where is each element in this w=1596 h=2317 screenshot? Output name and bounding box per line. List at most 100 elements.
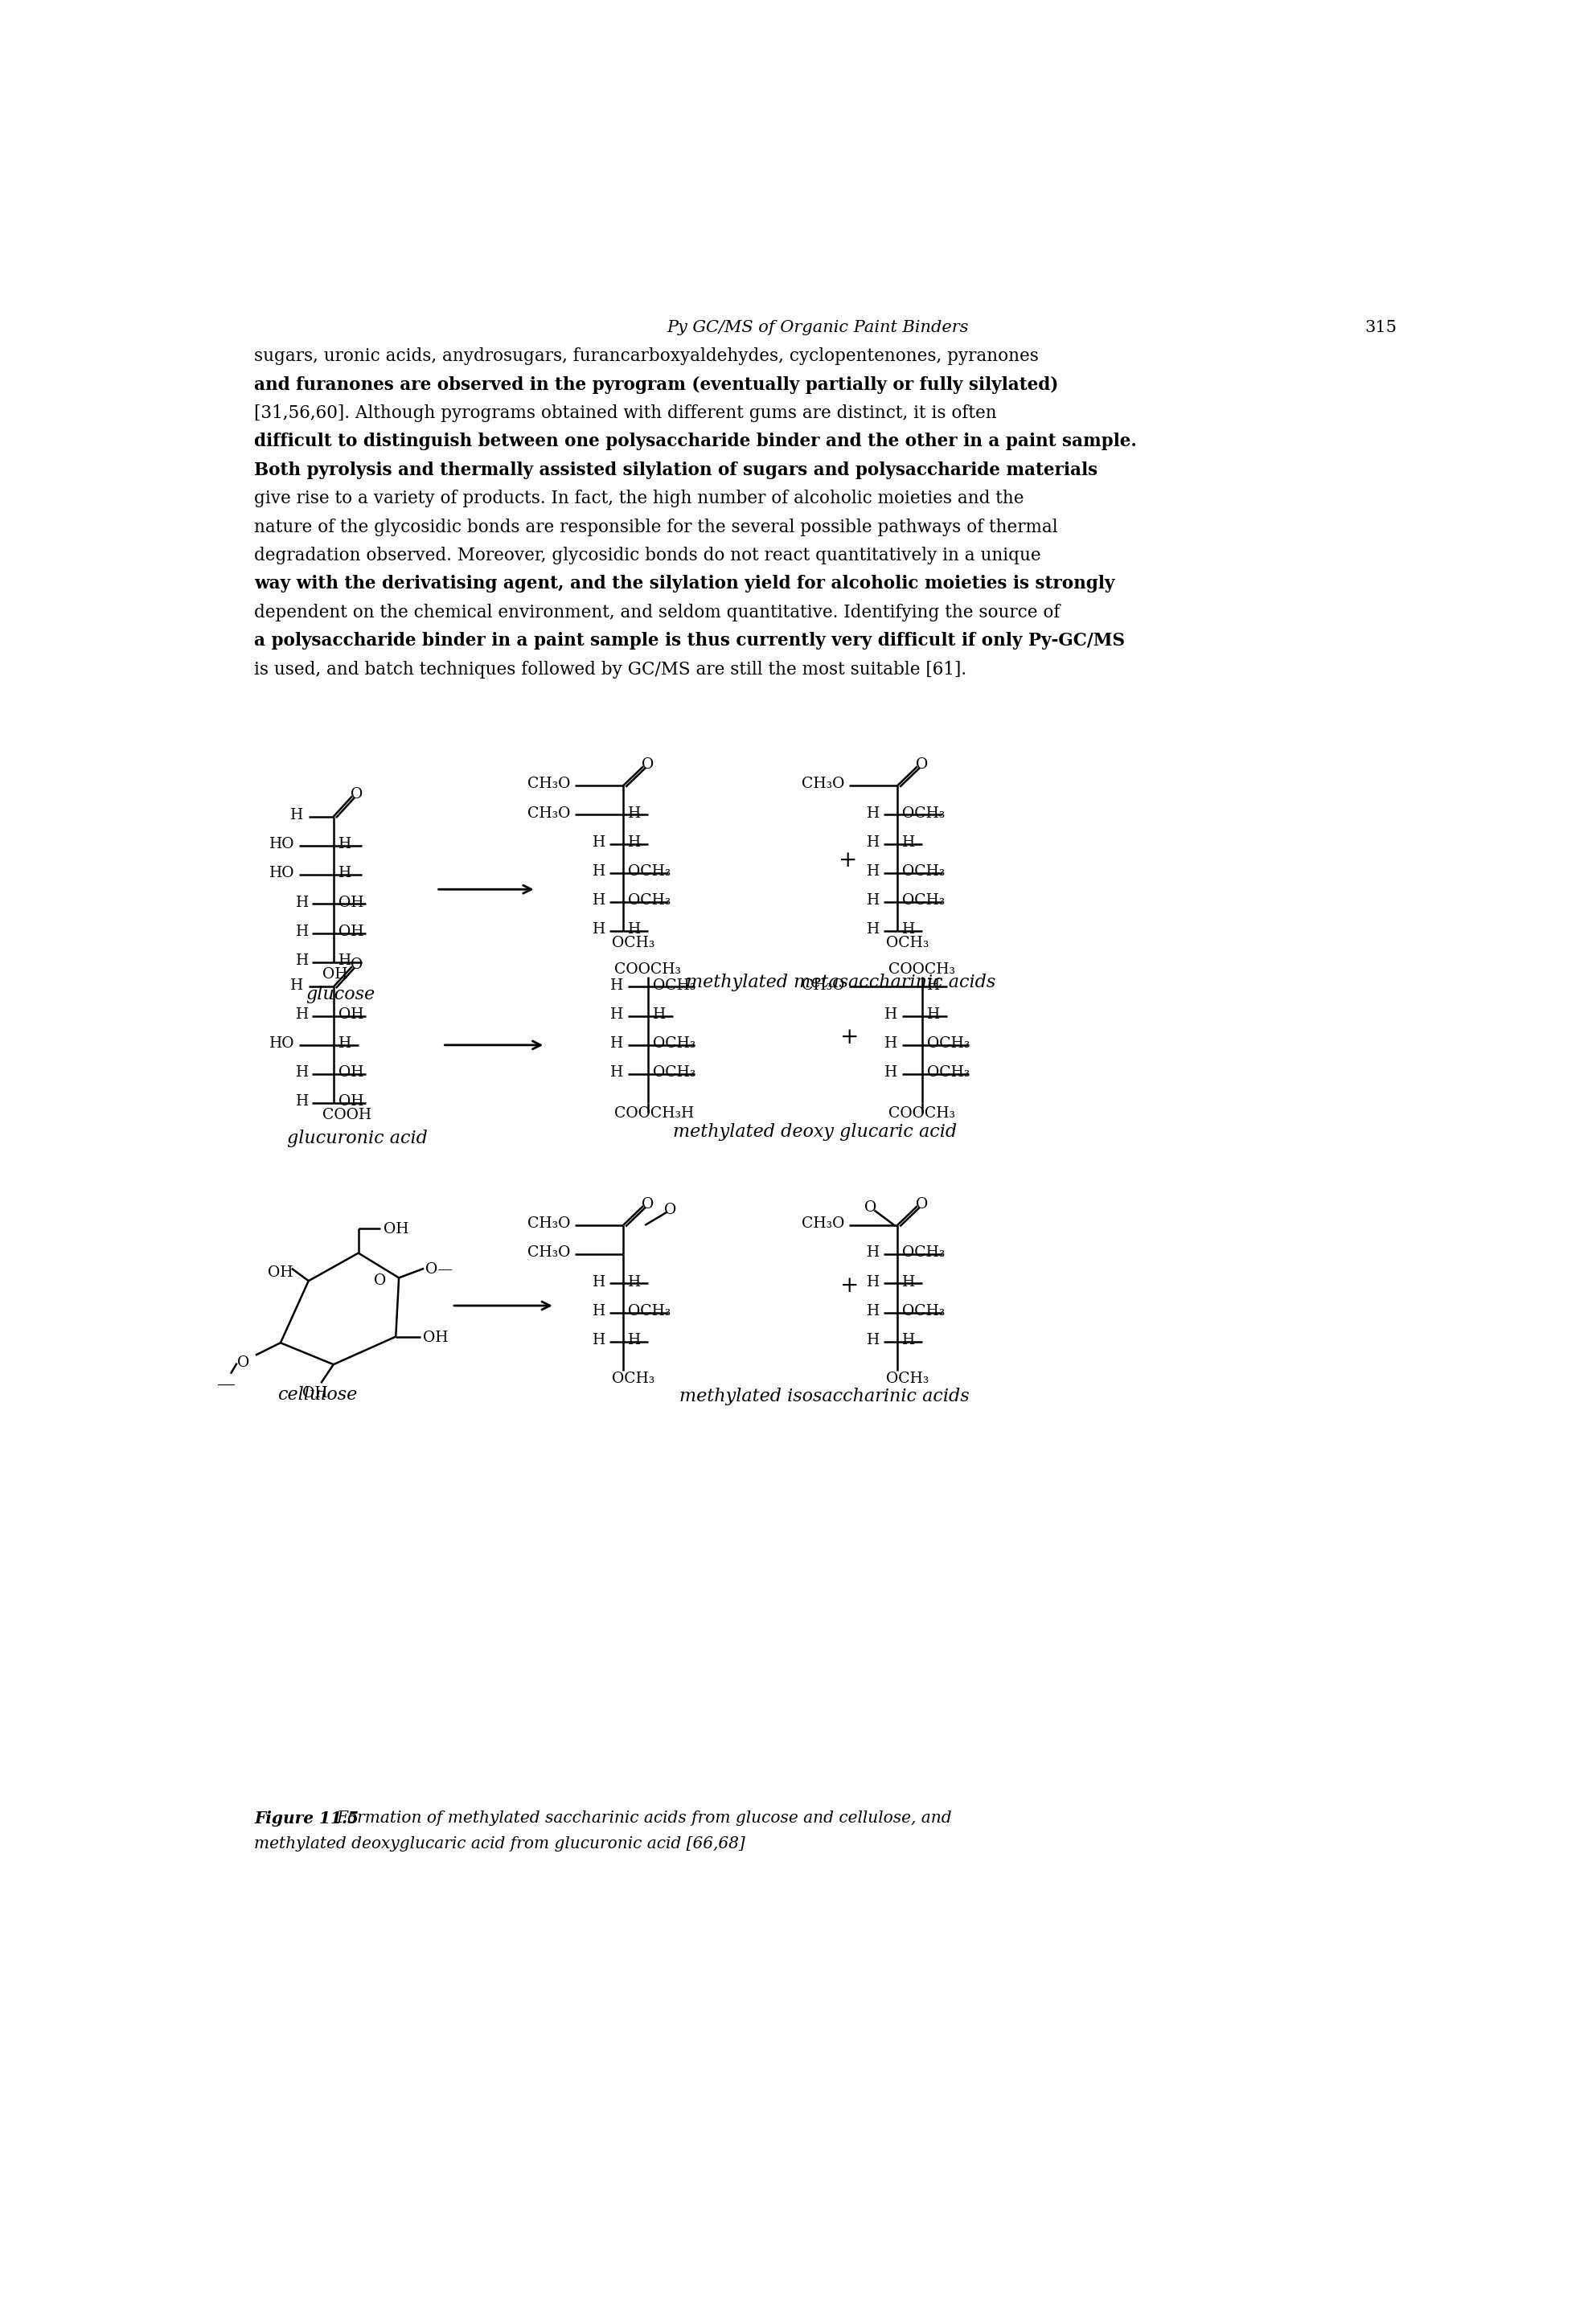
Text: CH₃O: CH₃O <box>527 1216 570 1230</box>
Text: OCH₃: OCH₃ <box>653 1036 696 1052</box>
Text: H: H <box>884 1066 897 1080</box>
Text: CH₃O: CH₃O <box>801 1216 844 1230</box>
Text: Both pyrolysis and thermally assisted silylation of sugars and polysaccharide ma: Both pyrolysis and thermally assisted si… <box>254 461 1098 480</box>
Text: O: O <box>642 1196 654 1212</box>
Text: glucose: glucose <box>305 985 375 1003</box>
Text: H: H <box>884 1008 897 1022</box>
Text: OH: OH <box>338 1008 364 1022</box>
Text: H: H <box>592 1304 606 1318</box>
Text: H: H <box>867 834 879 850</box>
Text: +: + <box>839 1274 859 1298</box>
Text: H: H <box>338 1036 351 1052</box>
Text: H: H <box>653 1008 666 1022</box>
Text: glucuronic acid: glucuronic acid <box>287 1128 428 1147</box>
Text: CH₃O: CH₃O <box>527 1247 570 1260</box>
Text: O: O <box>642 758 654 772</box>
Text: H: H <box>610 1066 622 1080</box>
Text: H: H <box>290 809 303 823</box>
Text: methylated deoxy glucaric acid: methylated deoxy glucaric acid <box>674 1124 958 1140</box>
Text: O: O <box>916 1196 929 1212</box>
Text: OCH₃: OCH₃ <box>611 936 654 950</box>
Text: degradation observed. Moreover, glycosidic bonds do not react quantitatively in : degradation observed. Moreover, glycosid… <box>254 547 1041 565</box>
Text: H: H <box>902 1332 916 1348</box>
Text: H: H <box>867 1247 879 1260</box>
Text: H: H <box>592 834 606 850</box>
Text: —: — <box>217 1376 235 1395</box>
Text: H: H <box>884 1036 897 1052</box>
Text: OCH₃: OCH₃ <box>653 1066 696 1080</box>
Text: H: H <box>867 922 879 936</box>
Text: HO: HO <box>270 867 295 880</box>
Text: O: O <box>236 1355 249 1369</box>
Text: H: H <box>610 978 622 992</box>
Text: Figure 11.5: Figure 11.5 <box>254 1810 359 1826</box>
Text: sugars, uronic acids, anydrosugars, furancarboxyaldehydes, cyclopentenones, pyra: sugars, uronic acids, anydrosugars, fura… <box>254 348 1039 366</box>
Text: H: H <box>629 922 642 936</box>
Text: OH: OH <box>383 1221 409 1237</box>
Text: H: H <box>610 1008 622 1022</box>
Text: methylated metasaccharinic acids: methylated metasaccharinic acids <box>686 973 996 992</box>
Text: H: H <box>902 834 916 850</box>
Text: H: H <box>295 952 308 969</box>
Text: OCH₃: OCH₃ <box>902 864 945 878</box>
Text: O: O <box>373 1274 386 1288</box>
Text: OH: OH <box>423 1330 448 1344</box>
Text: H: H <box>592 1332 606 1348</box>
Text: H: H <box>295 894 308 911</box>
Text: and furanones are observed in the pyrogram (eventually partially or fully silyla: and furanones are observed in the pyrogr… <box>254 375 1058 394</box>
Text: H: H <box>610 1036 622 1052</box>
Text: H: H <box>902 1274 916 1288</box>
Text: way with the derivatising agent, and the silylation yield for alcoholic moieties: way with the derivatising agent, and the… <box>254 575 1116 593</box>
Text: COOCH₃: COOCH₃ <box>614 962 680 975</box>
Text: OCH₃: OCH₃ <box>653 978 696 992</box>
Text: O: O <box>351 788 364 802</box>
Text: OH: OH <box>338 1094 364 1110</box>
Text: CH₃O: CH₃O <box>527 776 570 792</box>
Text: methylated deoxyglucaric acid from glucuronic acid [66,68]: methylated deoxyglucaric acid from glucu… <box>254 1835 745 1851</box>
Text: COOCH₃H: COOCH₃H <box>614 1105 694 1121</box>
Text: HO: HO <box>270 1036 295 1052</box>
Text: H: H <box>867 1332 879 1348</box>
Text: cellulose: cellulose <box>278 1386 358 1404</box>
Text: H: H <box>290 978 303 992</box>
Text: H: H <box>867 1274 879 1288</box>
Text: H: H <box>629 834 642 850</box>
Text: OCH₃: OCH₃ <box>629 864 672 878</box>
Text: H: H <box>867 806 879 820</box>
Text: OCH₃: OCH₃ <box>611 1372 654 1386</box>
Text: COOH: COOH <box>322 1108 372 1124</box>
Text: H: H <box>338 867 351 880</box>
Text: H: H <box>338 836 351 853</box>
Text: a polysaccharide binder in a paint sample is thus currently very difficult if on: a polysaccharide binder in a paint sampl… <box>254 633 1125 649</box>
Text: OCH₃: OCH₃ <box>886 936 929 950</box>
Text: OCH₃: OCH₃ <box>927 1066 970 1080</box>
Text: CH₃O: CH₃O <box>801 776 844 792</box>
Text: O: O <box>664 1203 677 1216</box>
Text: OCH₃: OCH₃ <box>927 1036 970 1052</box>
Text: H: H <box>629 1332 642 1348</box>
Text: O—: O— <box>425 1263 453 1277</box>
Text: OH: OH <box>322 966 348 982</box>
Text: OH: OH <box>338 894 364 911</box>
Text: H: H <box>338 952 351 969</box>
Text: H: H <box>592 864 606 878</box>
Text: O: O <box>351 957 364 971</box>
Text: CH₃O: CH₃O <box>801 978 844 992</box>
Text: OCH₃: OCH₃ <box>886 1372 929 1386</box>
Text: H: H <box>629 1274 642 1288</box>
Text: [31,56,60]. Although pyrograms obtained with different gums are distinct, it is : [31,56,60]. Although pyrograms obtained … <box>254 405 998 422</box>
Text: OCH₃: OCH₃ <box>629 894 672 908</box>
Text: OH: OH <box>338 1066 364 1080</box>
Text: nature of the glycosidic bonds are responsible for the several possible pathways: nature of the glycosidic bonds are respo… <box>254 519 1058 535</box>
Text: Formation of methylated saccharinic acids from glucose and cellulose, and: Formation of methylated saccharinic acid… <box>322 1810 951 1826</box>
Text: OCH₃: OCH₃ <box>629 1304 672 1318</box>
Text: COOCH₃: COOCH₃ <box>887 1105 954 1121</box>
Text: OH: OH <box>302 1386 327 1399</box>
Text: difficult to distinguish between one polysaccharide binder and the other in a pa: difficult to distinguish between one pol… <box>254 433 1136 449</box>
Text: H: H <box>867 864 879 878</box>
Text: H: H <box>295 1008 308 1022</box>
Text: 315: 315 <box>1365 320 1396 336</box>
Text: H: H <box>295 924 308 938</box>
Text: H: H <box>902 922 916 936</box>
Text: O: O <box>865 1200 876 1214</box>
